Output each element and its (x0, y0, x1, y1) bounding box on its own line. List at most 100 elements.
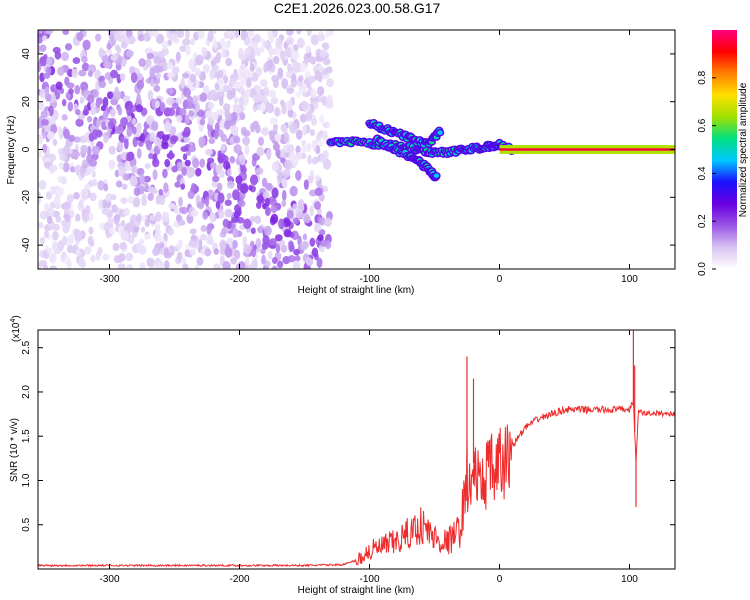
heat-cell (221, 49, 227, 59)
heat-cell (39, 56, 47, 67)
heat-cell (106, 47, 112, 55)
heat-cell (224, 208, 233, 218)
heat-cell (51, 223, 61, 231)
heat-cell (159, 241, 165, 249)
heat-cell (251, 258, 259, 269)
heat-cell (120, 135, 125, 144)
heat-cell (279, 34, 285, 41)
heat-cell (126, 105, 133, 117)
heat-cell (268, 130, 276, 138)
spectrogram-x-ticks: -300 -200 -100 0 100 (99, 30, 638, 285)
heat-cell (164, 159, 171, 168)
heat-cell (72, 57, 81, 64)
heat-cell (108, 227, 116, 235)
heat-cell (146, 47, 151, 55)
heat-cell (267, 89, 277, 98)
heat-cell (38, 61, 42, 73)
heat-cell (144, 219, 150, 227)
heat-cell (60, 253, 66, 263)
heat-cell (222, 261, 231, 269)
heat-cell (138, 58, 146, 67)
heat-cell (301, 139, 307, 146)
heat-cell (61, 51, 70, 62)
heat-cell (207, 157, 215, 164)
heat-cell (226, 192, 232, 199)
snr-y-label: SNR (10 * v/v) (9, 418, 20, 482)
heat-cell (125, 252, 134, 262)
y-tick-label: 0 (21, 146, 32, 152)
heat-cell (283, 132, 290, 143)
heat-cell (244, 88, 251, 98)
heat-cell (251, 248, 256, 258)
heat-cell (167, 228, 174, 236)
heat-cell (311, 247, 319, 258)
y-tick-label: 40 (21, 48, 32, 60)
heat-cell (66, 82, 75, 89)
heat-cell (133, 196, 140, 206)
x-tick-label: -300 (99, 574, 119, 585)
heat-cell (243, 244, 252, 255)
heat-cell (92, 128, 99, 140)
heat-cell (119, 241, 127, 251)
heat-cell (128, 220, 135, 231)
heat-cell (302, 125, 308, 136)
heat-cell (261, 254, 266, 265)
heat-cell (214, 82, 220, 91)
heat-cell (110, 69, 119, 79)
heat-cell (42, 143, 48, 153)
heat-cell (194, 264, 200, 269)
heat-cell (326, 95, 334, 107)
heat-cell (161, 134, 170, 141)
heat-cell (278, 172, 283, 182)
heat-cell (185, 30, 190, 40)
heat-cell (254, 215, 262, 225)
heat-cell (188, 239, 197, 248)
heat-cell (77, 257, 86, 267)
heat-cell (145, 140, 152, 151)
heat-cell (280, 244, 288, 253)
heat-cell (57, 125, 62, 135)
heat-cell (281, 100, 287, 110)
heat-cell (151, 158, 160, 168)
heat-cell (120, 151, 128, 161)
heat-cell (310, 34, 319, 46)
heat-cell (188, 58, 195, 70)
heat-cell (270, 213, 279, 224)
x-tick-label: -200 (229, 274, 249, 285)
heat-cell (317, 86, 325, 96)
heat-cell (133, 187, 141, 197)
heat-cell (232, 227, 239, 239)
heat-cell (98, 80, 106, 89)
heat-cell (248, 184, 253, 191)
heat-cell (80, 167, 85, 178)
heat-cell (282, 218, 291, 228)
heat-cell (81, 212, 90, 222)
heat-cell (87, 115, 93, 123)
heat-cell (284, 47, 290, 57)
heat-cell (287, 255, 296, 263)
heat-cell (306, 30, 312, 36)
heat-cell (234, 249, 241, 260)
heat-cell (52, 138, 58, 146)
snr-scale-note: (x104) (10, 315, 22, 342)
heat-cell (115, 180, 123, 188)
heat-cell (154, 231, 162, 243)
heat-cell (97, 246, 103, 256)
heat-cell (298, 75, 304, 82)
heat-cell (130, 72, 138, 84)
heat-cell (286, 100, 293, 111)
heat-cell (216, 69, 224, 79)
heat-cell (103, 135, 109, 144)
heat-cell (103, 183, 109, 192)
heat-cell (307, 175, 314, 184)
heat-cell (39, 44, 47, 53)
heat-cell (213, 248, 219, 255)
heat-cell (63, 128, 70, 140)
heat-cell (154, 100, 160, 109)
heat-cell (233, 96, 239, 104)
heat-cell (232, 239, 238, 249)
heat-cell (255, 201, 262, 210)
snr-scale-base: (x104) (10, 315, 22, 342)
